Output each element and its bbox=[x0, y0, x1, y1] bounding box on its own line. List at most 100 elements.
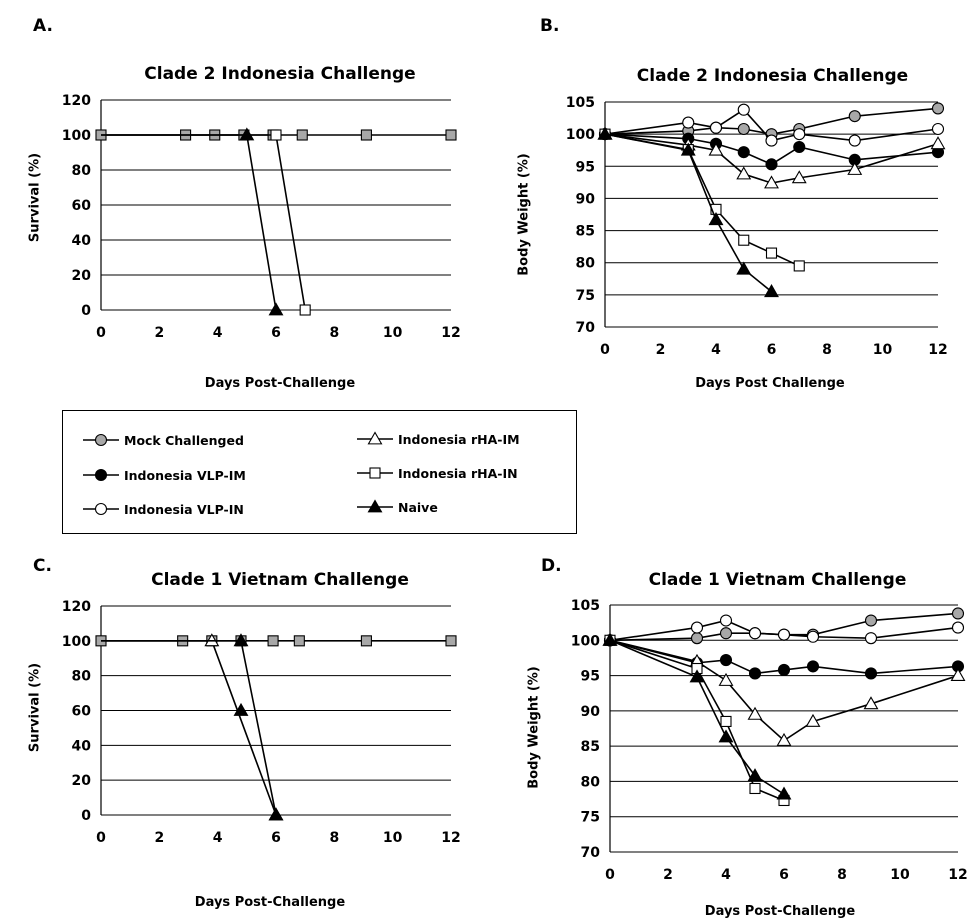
panel-b-series-indonesia-vlp-in-point bbox=[709, 121, 723, 134]
panel-d-ytick-label: 100 bbox=[571, 633, 600, 649]
panel-b-series-indonesia-rha-im-point bbox=[736, 166, 752, 180]
panel-c-xtick-label: 10 bbox=[383, 830, 403, 846]
panel-b-series-indonesia-vlp-in-point bbox=[737, 103, 750, 116]
panel-d-letter: D. bbox=[541, 556, 562, 576]
panel-b-series-mock-challenged-point bbox=[931, 102, 945, 115]
panel-d-ytick-label: 75 bbox=[581, 810, 600, 826]
legend-label: Indonesia rHA-IN bbox=[398, 465, 518, 481]
panel-d-series-naive-point bbox=[776, 786, 792, 800]
panel-a-xtick-label: 2 bbox=[154, 325, 164, 341]
panel-c-ytick-label: 40 bbox=[72, 738, 92, 754]
panel-a-ytick-label: 20 bbox=[72, 268, 92, 284]
legend: Mock Challenged Indonesia VLP-IM Indones… bbox=[62, 410, 577, 534]
panel-d-ytick-label: 70 bbox=[581, 845, 601, 861]
panel-a-series-mock-challenged-point bbox=[296, 129, 308, 141]
panel-b-ytick-label: 100 bbox=[566, 127, 595, 143]
panel-d-series-indonesia-rha-im-point bbox=[950, 667, 966, 681]
legend-marker-square-icon bbox=[369, 467, 381, 479]
panel-c-xtick-label: 0 bbox=[96, 830, 106, 846]
panel-d-series-indonesia-rha-im-point bbox=[863, 696, 879, 710]
panel-b-series-indonesia-vlp-in-point bbox=[848, 134, 861, 147]
panel-a-letter: A. bbox=[33, 16, 53, 36]
panel-d-xtick-label: 8 bbox=[837, 867, 847, 883]
panel-c-series-naive-line bbox=[101, 640, 277, 816]
panel-c-series-indonesia-rha-im-point bbox=[204, 633, 220, 647]
panel-c-xtick-label: 4 bbox=[213, 830, 223, 846]
panel-d-ytick-label: 85 bbox=[581, 739, 600, 755]
panel-b-xtick-label: 12 bbox=[928, 342, 947, 358]
panel-b-series-indonesia-rha-im-point bbox=[847, 161, 863, 175]
legend-marker-circle-icon bbox=[94, 433, 108, 447]
panel-d-title: Clade 1 Vietnam Challenge bbox=[648, 570, 907, 590]
panel-d-ytick-label: 90 bbox=[581, 704, 601, 720]
panel-b-ytick-label: 75 bbox=[576, 288, 595, 304]
legend-label: Indonesia VLP-IN bbox=[124, 501, 244, 517]
panel-a-ytick-label: 80 bbox=[72, 163, 92, 179]
panel-b-letter: B. bbox=[540, 16, 560, 36]
panel-c-plot: 0 20 40 60 80 100 120 0 2 4 6 8 10 12 bbox=[62, 599, 461, 846]
legend-marker-triangle-icon bbox=[367, 431, 383, 445]
legend-marker-triangle-icon bbox=[367, 499, 383, 513]
panel-b-series-indonesia-vlp-in-point bbox=[793, 128, 806, 141]
panel-a-plot: 0 20 40 60 80 100 120 0 2 4 6 8 10 12 bbox=[62, 93, 461, 341]
panel-b-xtick-label: 6 bbox=[767, 342, 777, 358]
legend-item-mock-challenged: Mock Challenged bbox=[81, 430, 244, 450]
panel-d-ytick-label: 80 bbox=[581, 774, 601, 790]
panel-b-title: Clade 2 Indonesia Challenge bbox=[636, 66, 909, 86]
legend-label: Indonesia rHA-IM bbox=[398, 431, 520, 447]
panel-b-series-naive-point bbox=[736, 261, 752, 275]
panel-c-title: Clade 1 Vietnam Challenge bbox=[151, 570, 409, 590]
panel-d-series-naive-point bbox=[602, 632, 618, 646]
panel-b-xtick-label: 8 bbox=[822, 342, 832, 358]
panel-d-series-indonesia-vlp-in-point bbox=[806, 630, 820, 643]
panel-d-xtick-label: 12 bbox=[948, 867, 967, 883]
panel-a-ytick-label: 0 bbox=[81, 303, 91, 319]
panel-d-series-naive-point bbox=[689, 669, 705, 683]
panel-b-series-indonesia-rha-im-point bbox=[708, 142, 724, 156]
panel-d-ytick-label: 95 bbox=[581, 669, 600, 685]
panel-b-series-mock-challenged-point bbox=[848, 110, 861, 123]
panel-d-series-indonesia-rha-im-point bbox=[805, 713, 821, 727]
panel-c-series-naive-point bbox=[233, 633, 249, 647]
panel-c-xlabel: Days Post-Challenge bbox=[194, 895, 346, 910]
legend-marker-circle-icon bbox=[83, 502, 119, 516]
panel-a-xtick-label: 4 bbox=[213, 325, 223, 341]
panel-c-xtick-label: 12 bbox=[441, 830, 460, 846]
panel-b-xlabel: Days Post Challenge bbox=[695, 376, 845, 391]
panel-b-ytick-label: 90 bbox=[576, 191, 596, 207]
panel-d-series-indonesia-vlp-in-point bbox=[690, 621, 704, 634]
panel-d-xtick-label: 2 bbox=[663, 867, 673, 883]
legend-item-indonesia-rha-im: Indonesia rHA-IM bbox=[355, 429, 520, 449]
panel-c-ytick-label: 100 bbox=[62, 634, 91, 650]
panel-b-ytick-label: 105 bbox=[566, 95, 595, 111]
panel-b-series-indonesia-rha-im-point bbox=[930, 136, 946, 150]
panel-a-xtick-label: 6 bbox=[271, 325, 281, 341]
panel-d-series-indonesia-vlp-im-point bbox=[748, 667, 762, 680]
panel-d-ytick-label: 105 bbox=[571, 598, 600, 614]
panel-b-series-indonesia-rha-im-point bbox=[791, 170, 807, 184]
panel-b-ytick-label: 85 bbox=[576, 224, 595, 240]
panel-a-xtick-label: 8 bbox=[329, 325, 339, 341]
panel-a-series-naive-point bbox=[239, 127, 255, 141]
panel-b-plot: 70 75 80 85 90 95 100 105 0 2 4 6 8 10 12 bbox=[566, 95, 948, 358]
panel-b-series-indonesia-vlp-in-point bbox=[931, 122, 945, 136]
panel-c-ytick-label: 80 bbox=[72, 669, 92, 685]
panel-a-series-naive-point bbox=[268, 302, 284, 316]
panel-d-series-mock-challenged-point bbox=[951, 607, 965, 620]
panel-c-letter: C. bbox=[33, 556, 52, 576]
legend-marker-circle-icon bbox=[83, 433, 119, 447]
panel-b-ytick-label: 80 bbox=[576, 256, 596, 272]
legend-marker-triangle-icon bbox=[357, 431, 393, 445]
legend-label: Indonesia VLP-IM bbox=[124, 467, 246, 483]
panel-b-series-indonesia-vlp-im-point bbox=[737, 146, 750, 159]
panel-b-xtick-label: 10 bbox=[873, 342, 893, 358]
panel-a-xtick-label: 10 bbox=[383, 325, 403, 341]
panel-d-series-naive-point bbox=[718, 729, 734, 743]
legend-label: Naive bbox=[398, 499, 438, 515]
legend-item-indonesia-vlp-im: Indonesia VLP-IM bbox=[81, 465, 246, 485]
legend-marker-circle-icon bbox=[83, 468, 119, 482]
panel-d-series-indonesia-vlp-im-point bbox=[806, 660, 820, 673]
panel-b-series-naive-point bbox=[597, 126, 613, 140]
panel-d-xtick-label: 6 bbox=[779, 867, 789, 883]
panel-c-ytick-label: 120 bbox=[62, 599, 91, 615]
